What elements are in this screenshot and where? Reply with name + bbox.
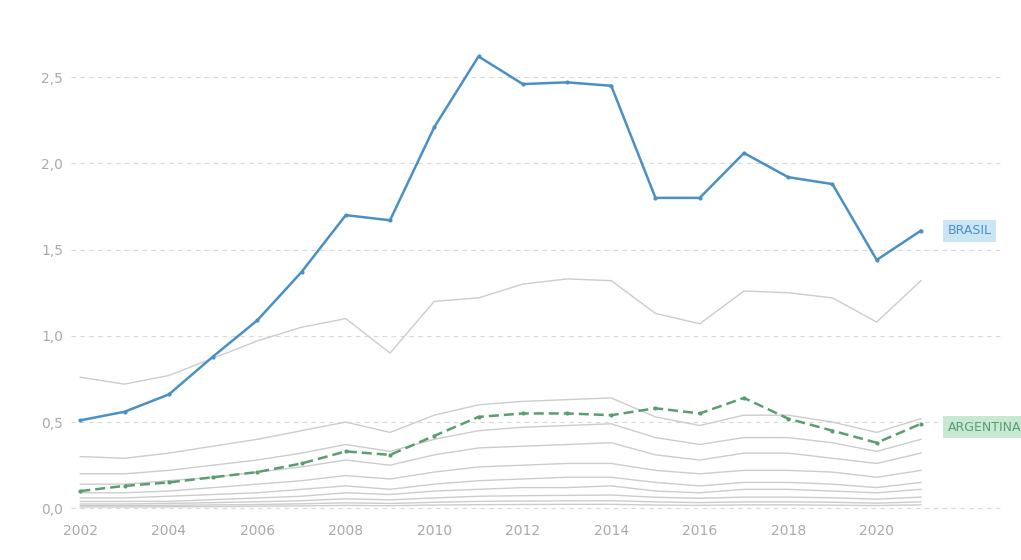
Text: BRASIL: BRASIL [947,224,991,237]
Text: ARGENTINA: ARGENTINA [947,421,1021,434]
